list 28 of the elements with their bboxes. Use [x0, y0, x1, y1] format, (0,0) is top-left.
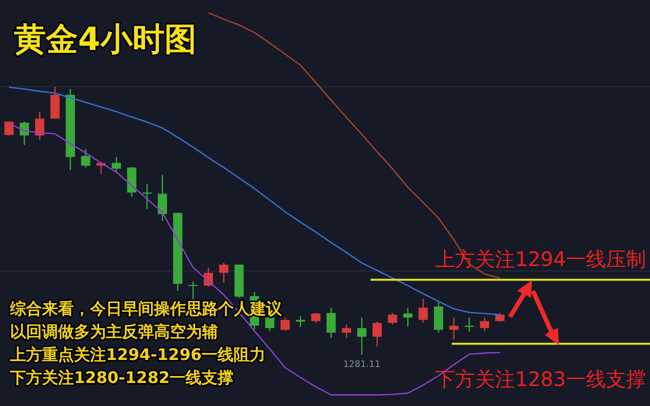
- candlestick: [388, 312, 398, 326]
- ref-line-label: 下方关注1283一线支撑: [435, 366, 646, 391]
- candlestick: [342, 324, 352, 339]
- candlestick: [418, 298, 428, 324]
- candlestick: [20, 120, 29, 146]
- text: 黄金4小时图: [14, 20, 196, 58]
- candlestick: [372, 321, 382, 348]
- annotation: 下方关注1280-1282一线支撑: [9, 368, 234, 387]
- candlestick: [403, 307, 412, 328]
- annotation: 以回调做多为主反弹高空为辅: [10, 322, 218, 341]
- candlestick: [434, 301, 444, 334]
- annotation: 上方重点关注1294-1296一线阻力: [9, 345, 266, 364]
- annotation: 1281.11: [343, 360, 380, 370]
- candlestick: [449, 316, 458, 340]
- candlestick: [158, 174, 167, 222]
- candlestick: [311, 312, 320, 324]
- candlestick: [280, 316, 290, 332]
- candlestick: [464, 316, 474, 332]
- candlestick: [480, 316, 490, 332]
- candlestick: [35, 111, 44, 140]
- candlestick: [4, 120, 14, 136]
- candlestick: [81, 148, 90, 168]
- candlestick: [357, 316, 366, 356]
- candlestick: [112, 156, 121, 172]
- candlestick: [50, 86, 60, 120]
- candlestick: [326, 307, 336, 339]
- candlestick: [219, 262, 228, 284]
- candlestick: [188, 280, 198, 302]
